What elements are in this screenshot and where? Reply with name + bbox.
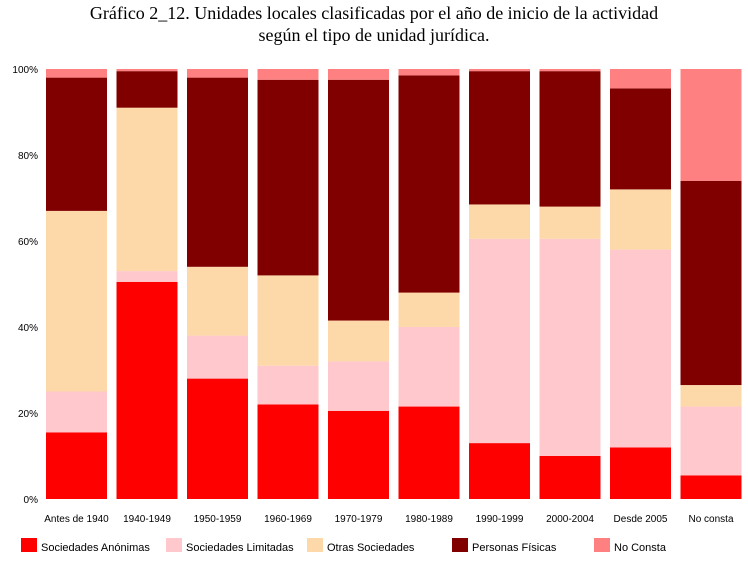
chart-title-line-1: Gráfico 2_12. Unidades locales clasifica… — [89, 3, 659, 23]
bar-stack — [328, 69, 389, 499]
bar-segment — [257, 69, 319, 80]
bar-segment — [539, 71, 601, 207]
bar-segment — [398, 75, 460, 293]
bar-segment — [257, 365, 319, 405]
x-tick-label: 1990-1999 — [476, 514, 524, 525]
bar-segment — [469, 71, 530, 205]
legend-item: Sociedades Anónimas — [21, 538, 150, 554]
bar-segment — [116, 69, 178, 72]
bar-segment — [187, 335, 248, 379]
bar-stack — [116, 69, 178, 499]
bar-segment — [680, 406, 742, 476]
bar-segment — [680, 385, 742, 407]
x-tick-label: 2000-2004 — [546, 514, 594, 525]
bar-segment — [187, 378, 248, 499]
bar-segment — [187, 69, 248, 78]
legend-item: Sociedades Limitadas — [166, 538, 294, 554]
y-tick-label: 80% — [18, 151, 38, 162]
bar-segment — [116, 281, 178, 499]
bar-segment — [46, 210, 107, 392]
bar-segment — [680, 69, 742, 181]
bar-segment — [328, 410, 389, 499]
bar-segment — [187, 266, 248, 336]
legend-label: Sociedades Anónimas — [41, 542, 150, 554]
bar-segment — [469, 443, 530, 499]
bar-stack — [469, 69, 530, 499]
x-tick-label: Desde 2005 — [614, 514, 668, 525]
bar-stack — [680, 69, 742, 499]
x-tick-label: No consta — [688, 514, 733, 525]
bar-segment — [610, 88, 671, 190]
legend-label: Sociedades Limitadas — [186, 542, 294, 554]
legend-item: No Consta — [594, 538, 667, 554]
y-tick-label: 100% — [12, 65, 38, 76]
x-axis: Antes de 1940 1940-1949 1950-1959 1960-1969… — [44, 514, 734, 525]
y-tick-label: 20% — [18, 409, 38, 420]
bar-segment — [610, 189, 671, 250]
legend-swatch — [166, 538, 182, 552]
bar-segment — [46, 432, 107, 499]
legend: Sociedades Anónimas Sociedades Limitadas O… — [21, 538, 667, 554]
bar-stack — [187, 69, 248, 499]
bar-segment — [539, 238, 601, 456]
x-tick-label: 1980-1989 — [405, 514, 453, 525]
bar-stack — [398, 69, 460, 499]
legend-label: No Consta — [614, 542, 667, 554]
chart-title: Gráfico 2_12. Unidades locales clasifica… — [0, 0, 748, 46]
bar-segment — [257, 79, 319, 276]
bar-segment — [116, 107, 178, 272]
bar-segment — [328, 79, 389, 321]
bar-segment — [398, 327, 460, 407]
legend-swatch — [594, 538, 610, 552]
bar-segment — [469, 238, 530, 444]
bar-segment — [539, 206, 601, 239]
bar-segment — [610, 447, 671, 499]
legend-swatch — [21, 538, 37, 552]
x-tick-label: 1960-1969 — [264, 514, 312, 525]
bar-segment — [46, 69, 107, 78]
bar-segment — [539, 456, 601, 499]
legend-item: Personas Físicas — [452, 538, 557, 554]
bars-group — [46, 69, 742, 499]
bar-stack — [539, 69, 601, 499]
legend-swatch — [307, 538, 323, 552]
bar-segment — [328, 320, 389, 362]
bar-segment — [539, 69, 601, 72]
x-tick-label: 1940-1949 — [123, 514, 171, 525]
bar-segment — [46, 391, 107, 433]
bar-segment — [680, 475, 742, 499]
bar-segment — [116, 71, 178, 108]
bar-stack — [610, 69, 671, 499]
bar-segment — [610, 69, 671, 89]
bar-segment — [257, 275, 319, 366]
x-tick-label: Antes de 1940 — [44, 514, 109, 525]
bar-segment — [116, 271, 178, 282]
bar-segment — [46, 77, 107, 211]
y-tick-label: 60% — [18, 237, 38, 248]
bar-segment — [469, 204, 530, 239]
bar-segment — [398, 69, 460, 76]
legend-label: Otras Sociedades — [327, 542, 415, 554]
bar-segment — [398, 406, 460, 499]
y-tick-label: 0% — [24, 495, 39, 506]
bar-segment — [680, 180, 742, 386]
x-tick-label: 1950-1959 — [194, 514, 242, 525]
bar-segment — [187, 77, 248, 267]
legend-item: Otras Sociedades — [307, 538, 415, 554]
y-tick-label: 40% — [18, 323, 38, 334]
bar-segment — [469, 69, 530, 72]
bar-segment — [398, 292, 460, 327]
legend-swatch — [452, 538, 468, 552]
bar-stack — [257, 69, 319, 499]
legend-label: Personas Físicas — [472, 542, 557, 554]
bar-segment — [257, 404, 319, 499]
bar-stack — [46, 69, 107, 499]
x-tick-label: 1970-1979 — [335, 514, 383, 525]
chart-title-line-2: según el tipo de unidad jurídica. — [258, 25, 490, 45]
bar-segment — [610, 249, 671, 448]
bar-segment — [328, 361, 389, 411]
bar-segment — [328, 69, 389, 80]
y-axis: 0% 20% 40% 60% 80% 100% — [12, 65, 38, 506]
